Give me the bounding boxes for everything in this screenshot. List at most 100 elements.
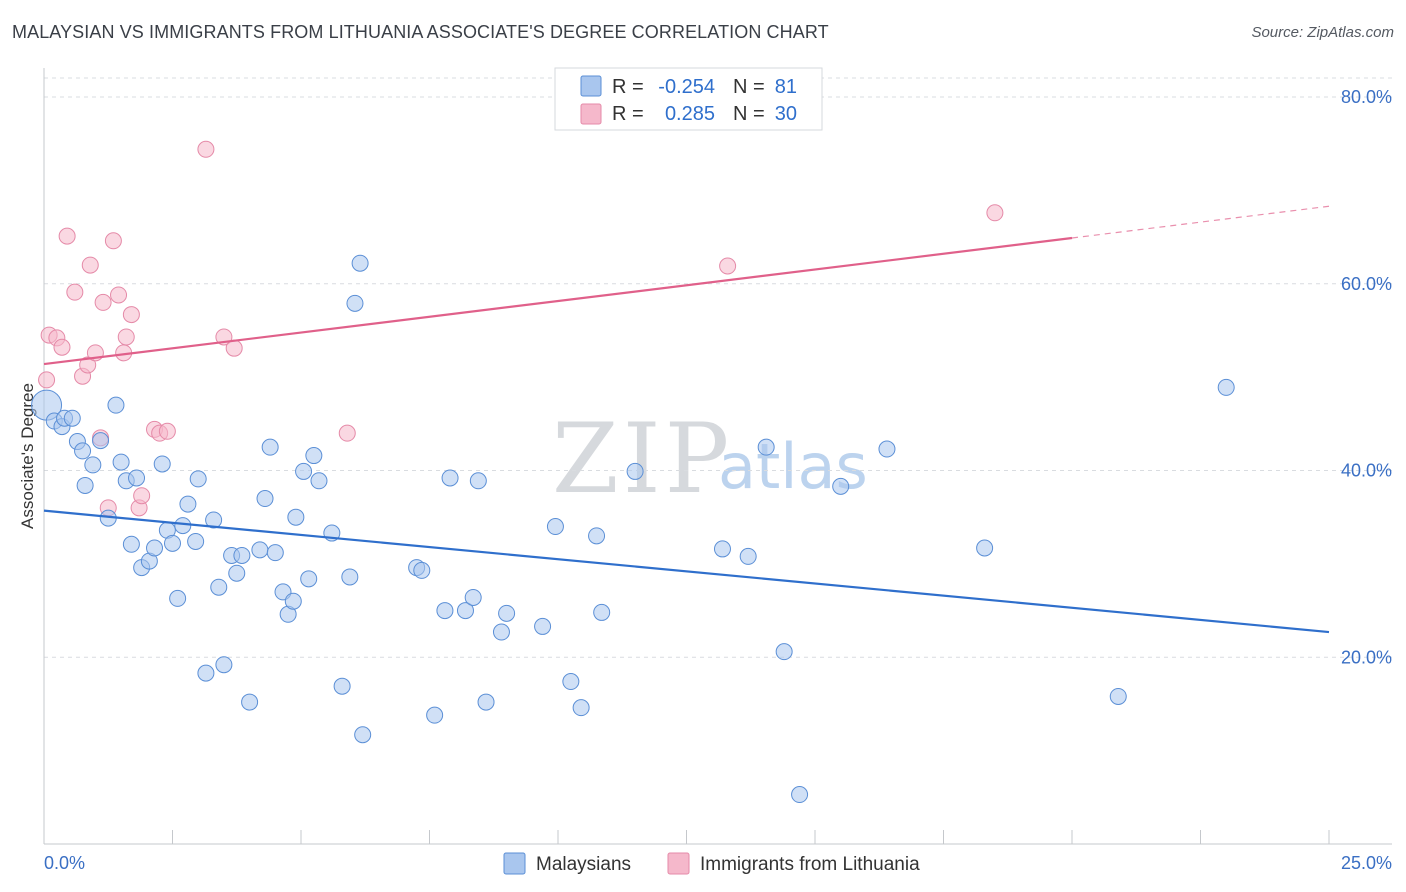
malaysian-point — [76, 476, 94, 494]
malaysian-point — [534, 617, 552, 635]
malaysian-point — [300, 570, 318, 588]
x-tick-label-min: 0.0% — [44, 853, 85, 873]
axes — [43, 68, 1392, 845]
malaysian-point — [498, 604, 516, 622]
legend-r-label-pink: R = — [612, 103, 644, 125]
stats-legend: R = -0.254 N = 81 R = 0.285 N = 30 — [554, 67, 823, 131]
lithuania-trendline — [43, 236, 1073, 366]
malaysian-point — [346, 294, 364, 312]
malaysian-point — [128, 469, 146, 487]
y-axis-title: Associate's Degree — [18, 383, 37, 529]
lithuania-trendline-extension — [1071, 205, 1330, 239]
y-tick-label: 80.0% — [1341, 87, 1392, 107]
malaysian-point — [492, 623, 510, 641]
gridlines — [44, 77, 1392, 658]
malaysian-point — [739, 547, 757, 565]
malaysian-point — [164, 534, 181, 552]
malaysian-point — [976, 539, 994, 557]
malaysian-point — [333, 677, 351, 695]
malaysian-point — [84, 456, 102, 474]
malaysian-point — [469, 472, 487, 490]
lithuania-point — [79, 356, 97, 374]
legend-r-value-blue: -0.254 — [658, 76, 715, 98]
source-credit: Source: ZipAtlas.com — [1251, 24, 1394, 41]
lithuania-point — [158, 422, 176, 440]
lithuania-point — [94, 293, 112, 311]
malaysian-point — [107, 396, 125, 414]
watermark-zip: ZIP — [552, 403, 733, 515]
malaysian-point — [878, 440, 896, 458]
malaysian-point — [436, 602, 454, 620]
series-legend-swatch-lithuania — [667, 852, 690, 875]
malaysian-point — [1217, 378, 1235, 396]
legend-r-value-pink: 0.285 — [665, 103, 715, 125]
legend-n-label-blue: N = — [733, 76, 765, 98]
malaysian-point — [146, 539, 164, 557]
malaysian-point — [179, 495, 197, 513]
malaysian-point — [310, 472, 328, 490]
series-legend-swatch-malaysians — [503, 852, 526, 875]
malaysian-point — [295, 462, 313, 480]
malaysian-point — [456, 602, 474, 620]
lithuania-point — [38, 371, 56, 389]
lithuania-point — [66, 283, 84, 301]
series-lithuania-points — [38, 140, 1004, 517]
lithuania-point — [117, 328, 135, 346]
malaysian-point — [588, 527, 606, 545]
malaysians-trendline — [43, 509, 1330, 634]
malaysian-point — [351, 254, 369, 272]
malaysian-point — [74, 442, 92, 460]
malaysian-point — [205, 511, 223, 529]
malaysian-point — [1109, 687, 1127, 705]
malaysian-point — [153, 455, 171, 473]
legend-n-value-pink: 30 — [775, 103, 797, 125]
malaysian-point — [791, 786, 809, 804]
y-tick-label: 20.0% — [1341, 647, 1392, 667]
malaysian-point — [546, 518, 564, 536]
lithuania-point — [122, 306, 140, 324]
lithuania-point — [986, 204, 1004, 222]
malaysian-point — [174, 517, 192, 535]
malaysian-point — [287, 508, 305, 526]
malaysian-point — [341, 568, 359, 586]
malaysian-point — [413, 561, 431, 579]
lithuania-point — [338, 424, 356, 442]
lithuania-point — [110, 286, 128, 304]
malaysian-point — [251, 541, 269, 559]
series-malaysians-points — [31, 254, 1235, 804]
malaysian-point — [197, 664, 215, 682]
malaysian-point — [464, 588, 482, 606]
malaysian-point — [233, 546, 251, 564]
malaysian-point — [713, 540, 731, 558]
malaysian-point — [215, 656, 233, 674]
lithuania-point — [225, 339, 243, 357]
legend-swatch-pink — [580, 103, 602, 125]
malaysian-point — [92, 432, 110, 450]
malaysian-point — [261, 438, 279, 456]
legend-swatch-blue — [580, 75, 602, 97]
malaysian-point — [775, 643, 793, 661]
malaysian-point — [187, 532, 205, 550]
y-tick-label: 60.0% — [1341, 274, 1392, 294]
y-tick-label: 40.0% — [1341, 461, 1392, 481]
malaysian-point — [426, 706, 444, 724]
legend-r-label-blue: R = — [612, 76, 644, 98]
chart-title: MALAYSIAN VS IMMIGRANTS FROM LITHUANIA A… — [12, 22, 829, 42]
x-ticks — [43, 830, 1330, 844]
malaysian-point — [63, 409, 81, 427]
y-tick-labels: 20.0% 40.0% 60.0% 80.0% — [1341, 87, 1392, 667]
series-legend: Malaysians Immigrants from Lithuania — [503, 852, 920, 875]
trendlines — [43, 205, 1330, 634]
malaysian-point — [572, 699, 590, 717]
malaysian-point — [241, 693, 259, 711]
malaysian-point — [354, 726, 372, 744]
lithuania-point — [719, 257, 737, 275]
malaysian-point — [256, 490, 274, 508]
lithuania-point — [81, 256, 99, 274]
legend-n-value-blue: 81 — [775, 76, 797, 98]
malaysian-point — [477, 693, 495, 711]
malaysian-point — [266, 544, 284, 562]
lithuania-point — [197, 140, 215, 158]
malaysian-point — [189, 470, 207, 488]
